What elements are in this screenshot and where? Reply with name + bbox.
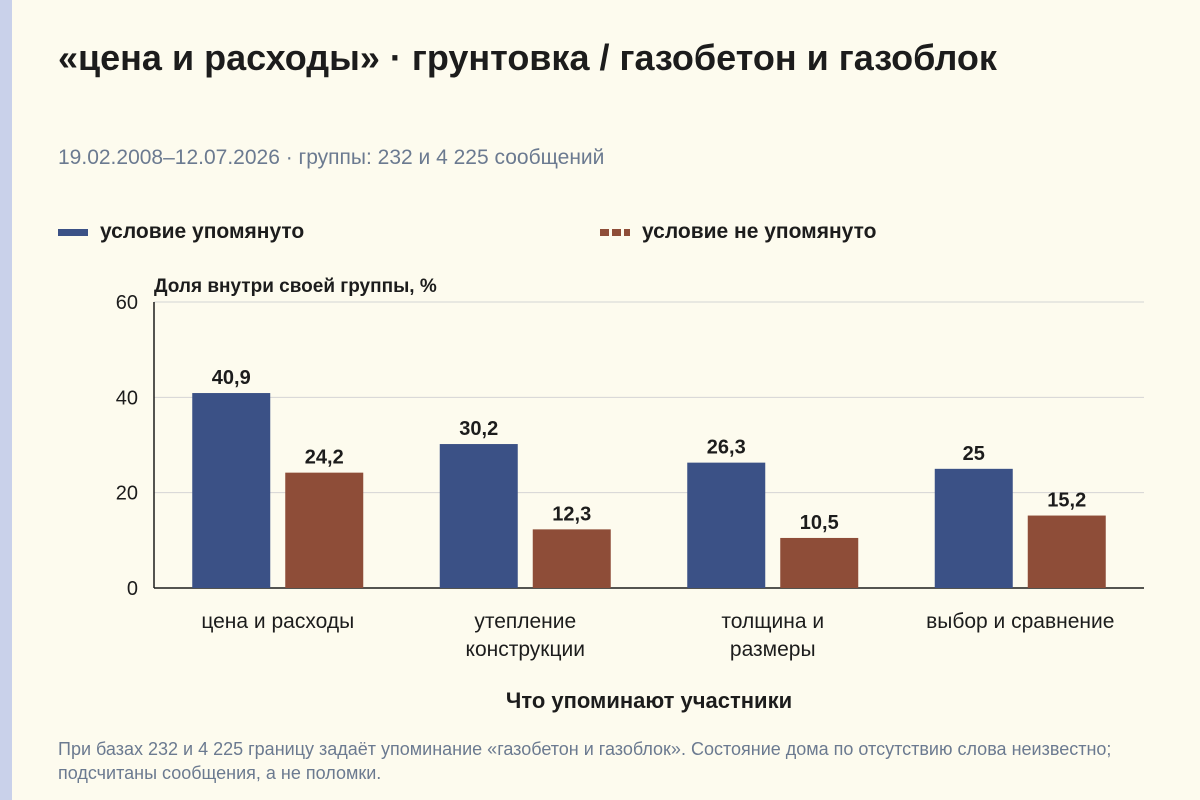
bar-value-label: 24,2 — [305, 447, 344, 469]
bar-value-label: 15,2 — [1047, 490, 1086, 512]
x-tick-label: размеры — [730, 638, 816, 661]
y-tick-label: 20 — [116, 483, 138, 505]
bar — [439, 444, 518, 588]
x-axis-label: Что упоминают участники — [506, 688, 792, 713]
legend-item-mentioned: условие упомянуто — [58, 220, 304, 244]
legend-swatch-not-mentioned — [600, 228, 630, 236]
bar — [780, 537, 859, 588]
x-tick-label: толщина и — [721, 610, 824, 633]
legend-label-mentioned: условие упомянуто — [100, 220, 305, 243]
y-tick-label: 0 — [127, 578, 138, 600]
bar — [285, 472, 364, 588]
bar — [687, 462, 766, 588]
legend-swatch-mentioned — [58, 228, 88, 236]
bar — [934, 468, 1013, 588]
bar-value-label: 30,2 — [459, 418, 498, 440]
bar — [532, 529, 611, 588]
left-accent-strip — [0, 0, 12, 800]
legend-item-not-mentioned: условие не упомянуто — [600, 220, 876, 244]
y-tick-label: 60 — [116, 292, 138, 314]
chart-title: «цена и расходы» · грунтовка / газобетон… — [58, 37, 997, 78]
x-tick-label: конструкции — [466, 638, 585, 661]
bar-value-label: 10,5 — [800, 512, 839, 534]
legend-label-not-mentioned: условие не упомянуто — [642, 220, 877, 243]
x-tick-label: цена и расходы — [201, 610, 354, 633]
y-tick-label: 40 — [116, 387, 138, 409]
bar-value-label: 25 — [963, 443, 985, 465]
bar-value-label: 12,3 — [552, 503, 591, 525]
bar — [192, 393, 271, 588]
bar — [1027, 515, 1106, 588]
bar-value-label: 40,9 — [212, 367, 251, 389]
bar-value-label: 26,3 — [707, 437, 746, 459]
y-axis-label: Доля внутри своей группы, % — [154, 276, 437, 297]
x-tick-label: утепление — [474, 610, 576, 633]
chart-subtitle: 19.02.2008–12.07.2026 · группы: 232 и 4 … — [58, 146, 605, 169]
x-tick-label: выбор и сравнение — [926, 610, 1114, 633]
chart-footnote: При базах 232 и 4 225 границу задаёт упо… — [58, 739, 1112, 783]
